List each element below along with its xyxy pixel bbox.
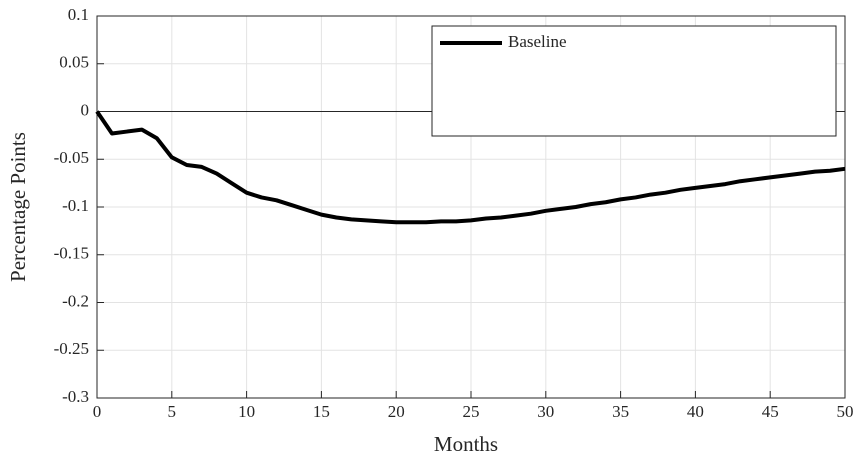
axes-box (96, 15, 846, 399)
y-tick-label: -0.25 (54, 339, 89, 358)
x-tick-label: 0 (93, 402, 102, 421)
y-tick-label: -0.05 (54, 148, 89, 167)
y-tick-label: -0.15 (54, 244, 89, 263)
x-tick-label: 10 (238, 402, 255, 421)
legend-label: Baseline (508, 32, 567, 51)
x-tick-label: 45 (762, 402, 779, 421)
x-tick-label: 40 (687, 402, 704, 421)
x-tick-label: 5 (168, 402, 177, 421)
y-tick-label: -0.2 (62, 291, 89, 310)
y-tick-label: 0.1 (68, 5, 89, 24)
x-tick-label: 15 (313, 402, 330, 421)
y-tick-label: 0.05 (59, 53, 89, 72)
x-tick-label: 30 (537, 402, 554, 421)
legend: Baseline (431, 25, 837, 137)
x-tick-label: 50 (837, 402, 854, 421)
y-tick-label: -0.1 (62, 196, 89, 215)
y-tick-label: -0.3 (62, 387, 89, 406)
y-tick-label: 0 (81, 100, 90, 119)
x-tick-label: 35 (612, 402, 629, 421)
data-line (95, 110, 846, 225)
x-tick-label: 25 (463, 402, 480, 421)
x-axis-label: Months (434, 432, 498, 456)
y-axis-label: Percentage Points (6, 132, 30, 282)
x-tick-label: 20 (388, 402, 405, 421)
